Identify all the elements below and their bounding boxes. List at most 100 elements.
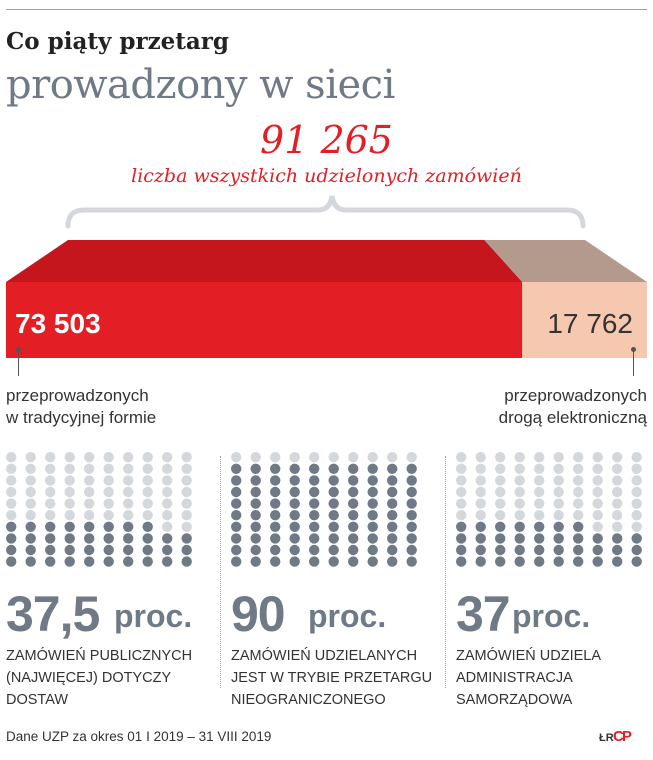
dot	[475, 556, 486, 567]
dot	[25, 510, 36, 521]
dot	[250, 498, 261, 509]
dot	[328, 498, 339, 509]
dot	[103, 521, 114, 532]
stat-unit: proc.	[308, 598, 387, 634]
dot	[348, 533, 359, 544]
dot	[142, 544, 153, 556]
dot	[387, 452, 398, 463]
dot	[328, 452, 339, 463]
caption-electronic-text: przeprowadzonych drogą elektroniczną	[498, 386, 647, 427]
dot	[348, 463, 359, 474]
dot	[250, 510, 261, 521]
dot	[348, 521, 359, 532]
dot	[84, 533, 95, 544]
dot	[250, 463, 261, 474]
dot	[162, 510, 173, 521]
dot	[631, 533, 642, 544]
dot	[456, 498, 467, 509]
dot-grid-local-government	[456, 452, 642, 567]
dot	[456, 486, 467, 498]
dot	[573, 544, 584, 556]
dot	[612, 521, 623, 532]
dot	[309, 521, 320, 532]
dot	[367, 463, 378, 474]
dot	[103, 463, 114, 474]
dot	[6, 510, 17, 521]
dot	[534, 556, 545, 567]
dot	[534, 544, 545, 556]
dot	[250, 452, 261, 463]
dot	[367, 486, 378, 498]
dot	[250, 556, 261, 567]
dot	[348, 498, 359, 509]
dot	[387, 544, 398, 556]
dot	[456, 463, 467, 474]
dot	[162, 475, 173, 486]
dot	[553, 556, 564, 567]
dot	[592, 463, 603, 474]
dot	[25, 486, 36, 498]
dot	[328, 533, 339, 544]
dot	[631, 521, 642, 532]
dot	[534, 521, 545, 532]
total-label: liczba wszystkich udzielonych zamówień	[131, 165, 522, 187]
dot	[231, 452, 242, 463]
dot	[309, 510, 320, 521]
dot	[328, 556, 339, 567]
dot	[25, 544, 36, 556]
source-note: Dane UZP za okres 01 I 2019 – 31 VIII 20…	[6, 729, 272, 744]
author-signature: ŁR	[599, 732, 614, 744]
dot	[475, 463, 486, 474]
dot	[406, 521, 417, 532]
dot	[231, 521, 242, 532]
dot	[592, 533, 603, 544]
dot	[573, 486, 584, 498]
dot	[309, 475, 320, 486]
dot	[456, 521, 467, 532]
dot	[553, 463, 564, 474]
dot	[514, 556, 525, 567]
dot	[142, 486, 153, 498]
dot	[553, 475, 564, 486]
dot	[612, 556, 623, 567]
dot	[348, 510, 359, 521]
dot	[592, 486, 603, 498]
dot	[631, 544, 642, 556]
dot	[181, 544, 192, 556]
dot	[103, 510, 114, 521]
dot	[103, 498, 114, 509]
dot	[123, 544, 134, 556]
dot	[181, 521, 192, 532]
dot	[387, 510, 398, 521]
dot	[289, 475, 300, 486]
dot	[573, 498, 584, 509]
dot	[495, 521, 506, 532]
dot	[328, 486, 339, 498]
dot	[514, 486, 525, 498]
dot	[553, 510, 564, 521]
dot	[64, 498, 75, 509]
publisher-logo: CP	[613, 728, 632, 745]
dot	[475, 498, 486, 509]
dot	[250, 475, 261, 486]
dot	[387, 475, 398, 486]
dot	[309, 544, 320, 556]
dot	[592, 544, 603, 556]
dot	[181, 452, 192, 463]
dot	[592, 521, 603, 532]
dot	[406, 486, 417, 498]
dot	[612, 498, 623, 509]
bar-value-electronic: 17 762	[547, 308, 633, 339]
dot	[592, 556, 603, 567]
dot	[309, 533, 320, 544]
dot	[103, 475, 114, 486]
dot	[289, 521, 300, 532]
dot	[142, 556, 153, 567]
dot	[64, 533, 75, 544]
dot	[231, 475, 242, 486]
dot	[367, 533, 378, 544]
dot	[289, 486, 300, 498]
dot	[406, 498, 417, 509]
dot	[456, 452, 467, 463]
dot	[123, 463, 134, 474]
